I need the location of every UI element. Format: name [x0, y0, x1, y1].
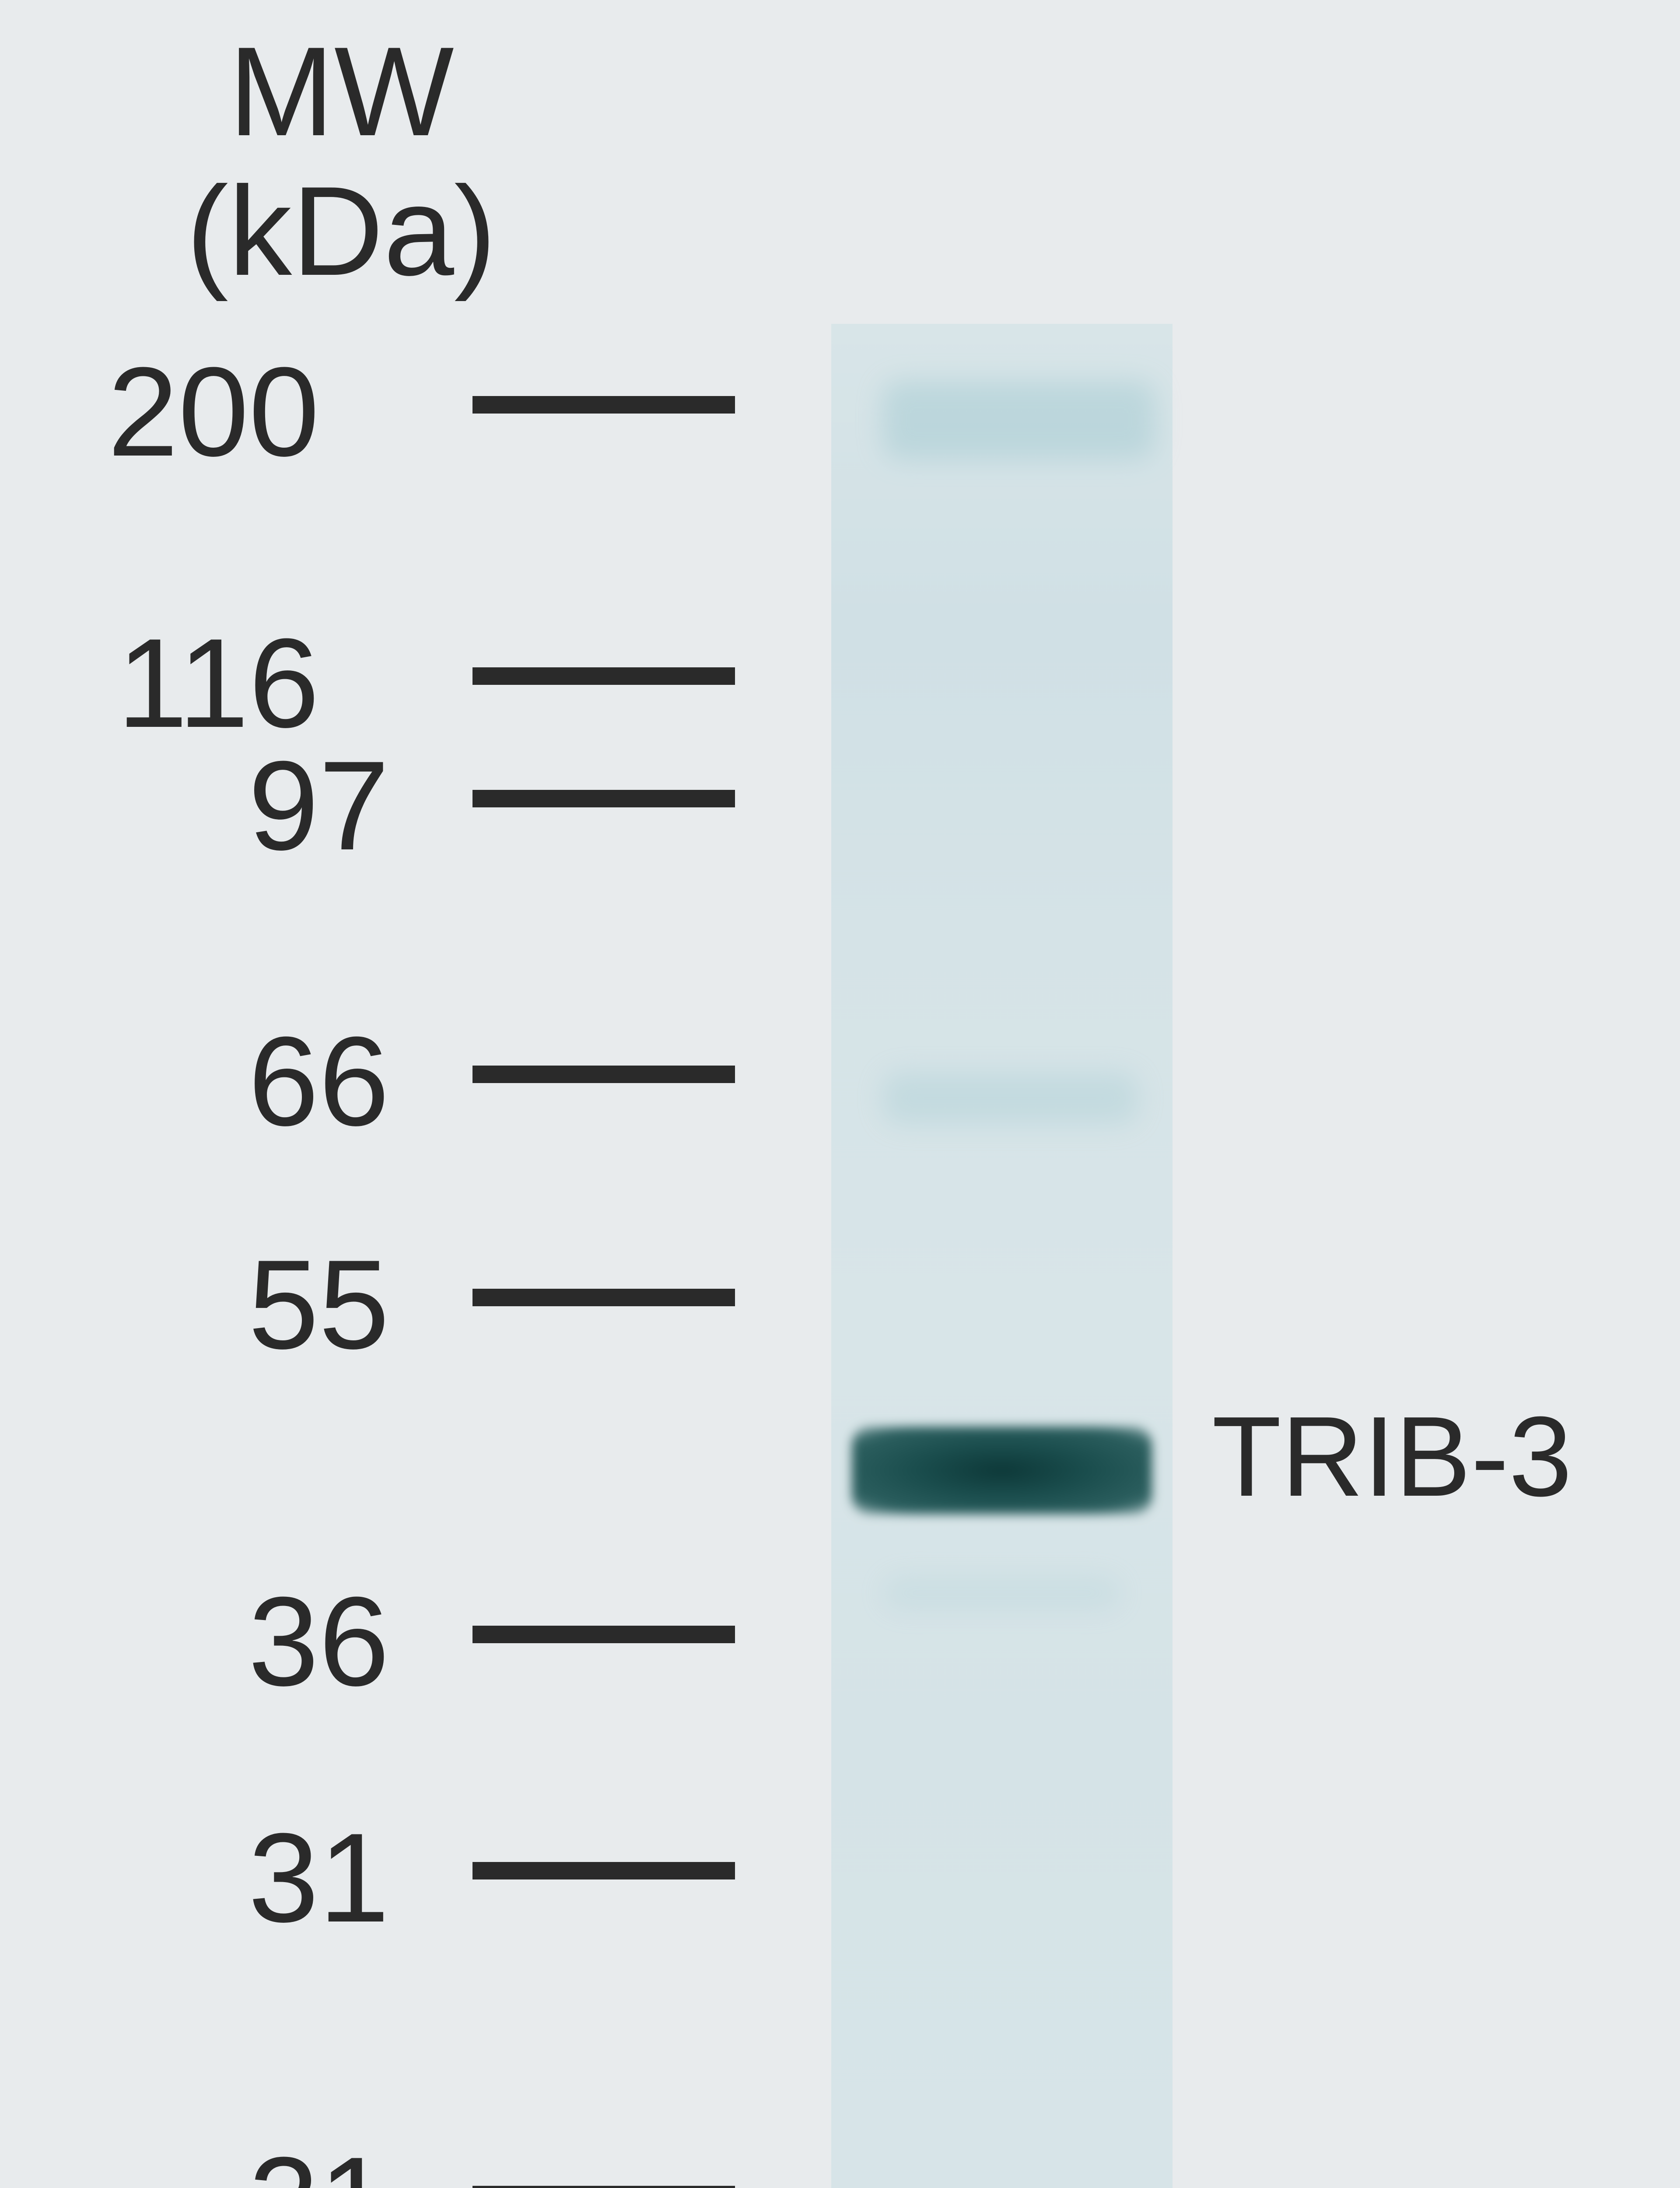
mw-tick	[472, 1862, 735, 1879]
mw-tick	[472, 1066, 735, 1083]
mw-tick	[472, 2186, 735, 2188]
faint-band	[882, 1072, 1138, 1125]
protein-label: TRIB-3	[1212, 1392, 1572, 1522]
gel-lane	[831, 324, 1172, 2188]
mw-value: 31	[127, 1805, 389, 1951]
faint-band	[882, 381, 1155, 459]
faint-band	[882, 1575, 1121, 1610]
mw-tick	[472, 396, 735, 414]
main-band	[852, 1427, 1152, 1514]
mw-value: 66	[127, 1009, 389, 1154]
mw-header-line2: (kDa)	[101, 161, 582, 301]
mw-header-line1: MW	[101, 22, 582, 161]
mw-tick	[472, 790, 735, 807]
mw-tick	[472, 1289, 735, 1306]
mw-value: 21	[127, 2129, 389, 2188]
western-blot-figure: MW (kDa) 200116976655363121 TRIB-3	[0, 0, 1680, 2188]
mw-tick	[472, 1626, 735, 1643]
mw-value: 200	[57, 339, 319, 485]
mw-value: 55	[127, 1232, 389, 1378]
mw-value: 36	[127, 1569, 389, 1715]
mw-value: 97	[127, 733, 389, 879]
mw-header: MW (kDa)	[101, 22, 582, 301]
mw-tick	[472, 667, 735, 685]
